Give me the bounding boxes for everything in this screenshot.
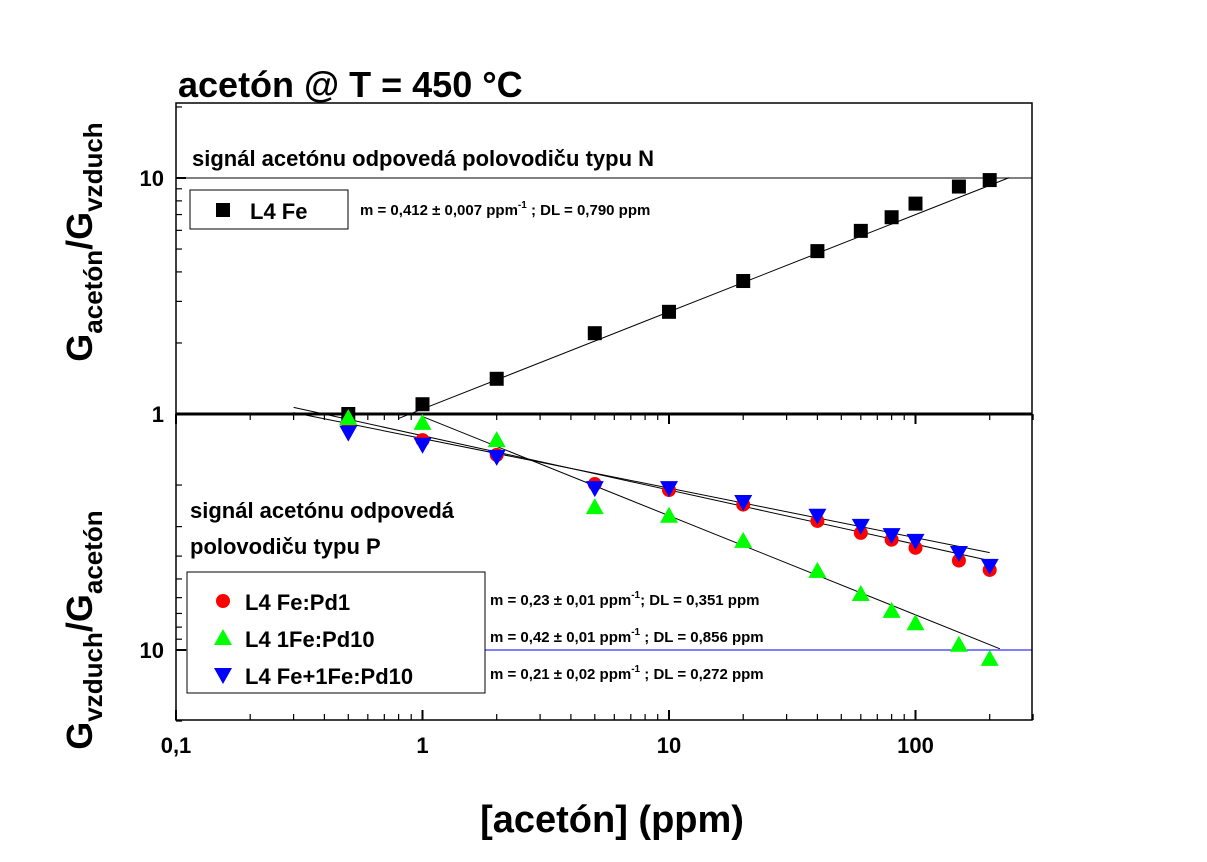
fit-line xyxy=(293,412,990,554)
data-point xyxy=(906,614,925,631)
y-tick-label: 10 xyxy=(140,166,164,191)
data-point xyxy=(339,425,358,442)
data-point xyxy=(949,545,968,562)
annotation-type-n: signál acetónu odpovedá polovodiču typu … xyxy=(192,146,654,171)
data-point xyxy=(734,495,753,512)
fit-annotation: m = 0,23 ± 0,01 ppm-1; DL = 0,351 ppm xyxy=(490,590,759,609)
legend-label: L4 Fe:Pd1 xyxy=(245,590,350,615)
data-point xyxy=(951,179,966,194)
fit-annotation: m = 0,21 ± 0,02 ppm-1 ; DL = 0,272 ppm xyxy=(490,664,764,683)
chart-title: acetón @ T = 450 °C xyxy=(178,64,523,105)
data-point xyxy=(585,498,604,515)
data-point xyxy=(736,274,751,289)
data-point xyxy=(851,518,870,535)
x-tick-label: 1 xyxy=(416,733,428,758)
x-tick-label: 100 xyxy=(897,733,934,758)
x-axis-label: [acetón] (ppm) xyxy=(480,799,744,841)
data-point xyxy=(949,635,968,652)
data-point xyxy=(734,531,753,548)
x-tick-label: 0,1 xyxy=(161,733,192,758)
fit-line xyxy=(422,416,1001,650)
y-tick-label: 10 xyxy=(140,638,164,663)
plot-frame xyxy=(175,102,1033,721)
legend-marker xyxy=(214,668,232,684)
data-point xyxy=(413,413,432,430)
data-point xyxy=(851,584,870,601)
data-point xyxy=(489,371,504,386)
legend-label: L4 Fe+1Fe:Pd10 xyxy=(245,664,413,689)
data-point xyxy=(882,528,901,545)
legend-label: L4 1Fe:Pd10 xyxy=(245,627,375,652)
annotation-type-p-line2: polovodiču typu P xyxy=(190,534,381,559)
x-tick-label: 10 xyxy=(657,733,681,758)
y-axis-label-bottom: Gvzduch/Gacetón xyxy=(59,510,108,749)
data-point xyxy=(980,649,999,666)
fit-annotation: m = 0,42 ± 0,01 ppm-1 ; DL = 0,856 ppm xyxy=(490,627,764,646)
data-point xyxy=(853,223,868,238)
data-point xyxy=(585,481,604,498)
fit-line xyxy=(293,406,990,562)
legend-label: L4 Fe xyxy=(250,199,307,224)
legend-marker xyxy=(216,594,230,608)
fit-annotation: m = 0,412 ± 0,007 ppm-1 ; DL = 0,790 ppm xyxy=(360,200,650,219)
data-point xyxy=(339,409,358,426)
data-point xyxy=(982,173,997,188)
data-point xyxy=(660,481,678,498)
y-axis-label-top: Gacetón/Gvzduch xyxy=(59,122,108,361)
data-point xyxy=(808,561,827,578)
data-point xyxy=(413,437,432,454)
data-point xyxy=(660,506,678,523)
data-point xyxy=(882,601,901,618)
data-point xyxy=(808,508,827,525)
data-point xyxy=(487,449,506,466)
data-point xyxy=(908,196,923,211)
data-point xyxy=(906,533,925,550)
data-point xyxy=(415,397,430,412)
data-point xyxy=(587,326,602,341)
data-point xyxy=(884,210,899,225)
legend-marker xyxy=(214,629,232,645)
data-point xyxy=(662,304,676,319)
data-point xyxy=(810,244,825,259)
data-point xyxy=(980,558,999,575)
legend-bottom: L4 Fe:Pd1 L4 1Fe:Pd10 L4 Fe+1Fe:Pd10 xyxy=(186,571,486,694)
data-point xyxy=(487,431,506,448)
annotation-type-p-line1: signál acetónu odpovedá xyxy=(190,498,455,523)
y-tick-label: 1 xyxy=(152,402,164,427)
legend-marker xyxy=(216,203,230,217)
legend-box xyxy=(186,571,486,694)
legend-top: L4 Fe xyxy=(189,189,349,230)
plot-area: 0,1 1 10 100 10 1 10 Gacetón/Gvzduch Gvzduch/Gac… xyxy=(59,102,1034,758)
